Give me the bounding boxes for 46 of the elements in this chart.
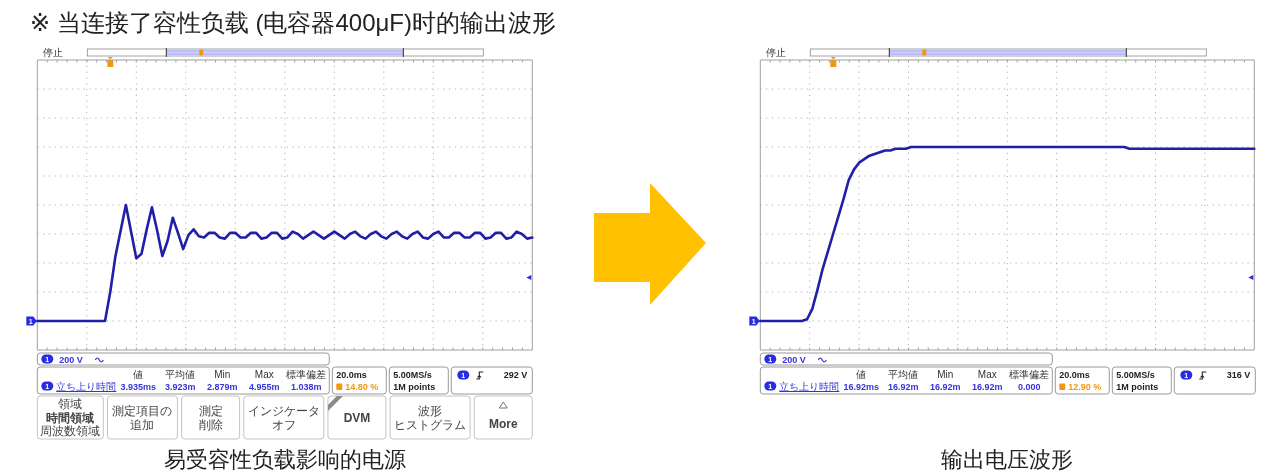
text: Max	[254, 369, 274, 380]
text: 316 V	[1226, 370, 1251, 380]
text: 16.92m	[930, 382, 961, 392]
text: 標準偏差	[1009, 369, 1050, 380]
text: Min	[937, 369, 954, 380]
text: 値	[856, 369, 867, 380]
text: 20.0ms	[1059, 370, 1090, 380]
button: 測定 削除	[181, 395, 241, 440]
text: 4.955m	[249, 382, 280, 392]
text: 値	[133, 369, 144, 380]
text: 20.0ms	[336, 370, 367, 380]
text: 16.92m	[972, 382, 1003, 392]
text: 停止	[43, 47, 64, 58]
button: 波形 ヒストグラム	[389, 395, 471, 440]
text: 12.90 %	[1068, 382, 1102, 392]
text: 292 V	[503, 370, 528, 380]
button: インジケータ オフ	[243, 395, 325, 440]
text: 5.00MS/s	[1116, 370, 1155, 380]
text: 5.00MS/s	[393, 370, 432, 380]
text: 200 V	[59, 354, 83, 365]
text: 平均値	[165, 369, 196, 380]
text: 1M points	[393, 382, 436, 392]
text: 標準偏差	[286, 369, 327, 380]
text: 16.92m	[888, 382, 919, 392]
text: 3.935ms	[120, 382, 157, 392]
text: 16.92ms	[843, 382, 880, 392]
text: 立ち上り時間	[56, 381, 117, 392]
text: 2.879m	[207, 382, 238, 392]
text: 平均値	[888, 369, 919, 380]
text: 3.923m	[165, 382, 196, 392]
text: Max	[977, 369, 997, 380]
text: 14.80 %	[345, 382, 379, 392]
text: 输出电压波形	[941, 447, 1074, 472]
text: Min	[214, 369, 231, 380]
button: 測定項目の 追加	[106, 395, 178, 440]
text: 停止	[766, 47, 787, 58]
text: ※ 当连接了容性负载 (电容器400μF)时的输出波形	[30, 9, 556, 36]
text: 1.038m	[291, 382, 322, 392]
button: 領域 時間領域 周波数領域	[36, 395, 104, 440]
text: 易受容性负载影响的电源	[163, 447, 406, 472]
text: 立ち上り時間	[779, 381, 840, 392]
text: 1M points	[1116, 382, 1159, 392]
text: 200 V	[782, 354, 806, 365]
button: More	[473, 395, 533, 440]
text: 0.000	[1018, 382, 1041, 392]
button: DVM	[327, 395, 387, 440]
